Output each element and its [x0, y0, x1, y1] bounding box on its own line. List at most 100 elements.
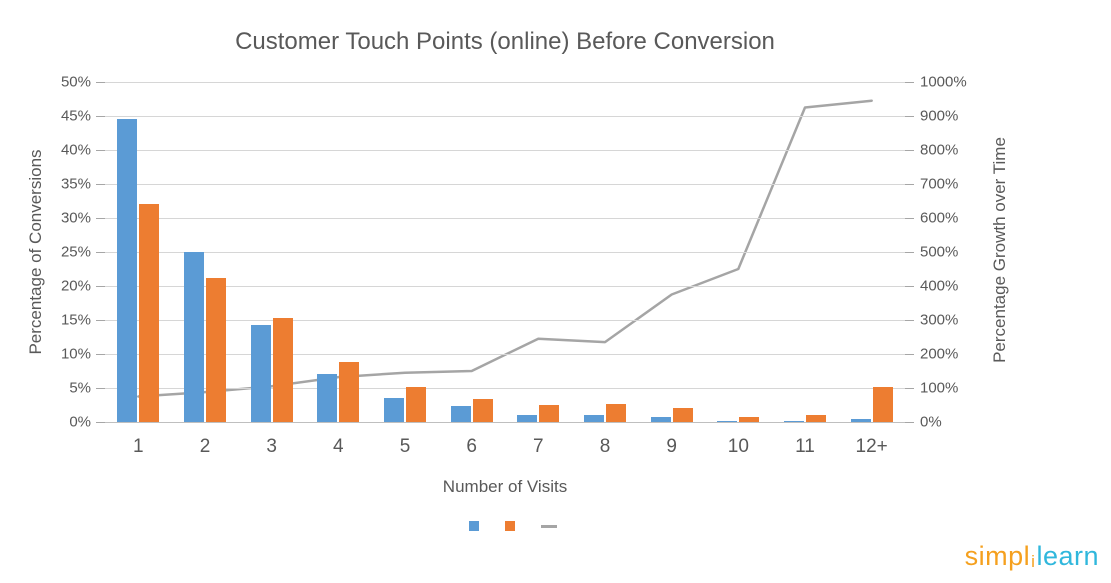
x-axis-category-label: 5 — [399, 436, 411, 457]
right-axis-tick — [905, 184, 914, 185]
gridline — [105, 320, 905, 321]
right-axis-tick-label: 800% — [920, 141, 959, 159]
plot-area — [105, 82, 905, 423]
legend-blue-series-marker — [469, 521, 479, 531]
right-axis-tick-label: 200% — [920, 345, 959, 363]
logo-text-simpl: simpl — [964, 541, 1031, 571]
x-axis-category-label: 6 — [466, 436, 477, 457]
right-axis-tick — [905, 286, 914, 287]
legend-line-series-marker — [541, 524, 557, 528]
gridline — [105, 150, 905, 151]
left-axis-title: Percentage of Conversions — [26, 149, 45, 355]
left-axis-tick — [96, 184, 105, 185]
x-axis-category-label: 2 — [199, 436, 211, 457]
right-axis-tick — [905, 320, 914, 321]
left-axis-tick-label: 25% — [60, 243, 91, 261]
left-axis-tick — [96, 116, 105, 117]
x-axis-category-label: 3 — [266, 436, 277, 457]
right-axis-tick-label: 900% — [920, 107, 959, 125]
conversions-orange-bars-bar — [672, 407, 693, 422]
x-axis-title: Number of Visits — [442, 477, 568, 496]
conversions-orange-bars-bar — [739, 417, 760, 422]
gridline — [105, 82, 905, 83]
left-axis-tick-label: 5% — [69, 379, 91, 397]
logo-text-i: i — [1031, 552, 1036, 571]
gridline — [105, 422, 905, 423]
x-axis-category-label: 11 — [795, 436, 815, 457]
right-axis-tick — [905, 354, 914, 355]
logo-text-learn: learn — [1036, 541, 1099, 571]
conversions-blue-bars-bar — [717, 421, 738, 422]
conversions-blue-bars-bar — [650, 417, 671, 422]
right-axis-tick-label: 1000% — [920, 73, 967, 91]
conversions-blue-bars-bar — [850, 418, 871, 422]
conversions-orange-bars-bar — [272, 317, 293, 422]
gridline — [105, 116, 905, 117]
gridline — [105, 354, 905, 355]
right-axis-tick — [905, 252, 914, 253]
legend-orange-series-marker — [505, 521, 515, 531]
conversions-orange-bars-bar — [806, 415, 826, 422]
right-axis-tick — [905, 116, 914, 117]
left-axis-tick — [96, 422, 105, 423]
gridline — [105, 184, 905, 185]
x-axis-category-label: 8 — [599, 436, 611, 457]
x-axis-category-label: 9 — [666, 436, 677, 457]
right-axis-tick — [905, 388, 914, 389]
gridline — [105, 388, 905, 389]
conversions-blue-bars-bar — [117, 119, 138, 422]
gridline — [105, 286, 905, 287]
right-axis-tick-label: 300% — [920, 311, 959, 329]
conversions-orange-bars-bar — [339, 362, 360, 422]
conversions-blue-bars-bar — [517, 414, 538, 422]
right-axis-tick-label: 500% — [920, 243, 959, 261]
conversions-blue-bars-bar — [584, 414, 604, 422]
right-axis-tick-label: 0% — [920, 413, 942, 431]
right-axis-tick-label: 600% — [920, 209, 959, 227]
growth-line — [137, 99, 873, 398]
left-axis-tick-label: 50% — [60, 73, 91, 91]
conversions-blue-bars-bar — [184, 252, 204, 422]
left-axis-tick — [96, 252, 105, 253]
conversions-orange-bars-bar — [206, 277, 226, 422]
left-axis-tick-label: 35% — [60, 175, 91, 193]
chart-title: Customer Touch Points (online) Before Co… — [235, 28, 775, 55]
chart-legend — [469, 521, 557, 531]
left-axis-tick — [96, 354, 105, 355]
left-axis-tick — [96, 286, 105, 287]
left-axis-tick-label: 15% — [60, 311, 91, 329]
gridline — [105, 252, 905, 253]
left-axis-tick-label: 45% — [60, 107, 91, 125]
right-axis-title: Percentage Growth over Time — [990, 137, 1009, 363]
left-axis-tick — [96, 388, 105, 389]
left-axis-tick-label: 10% — [60, 345, 91, 363]
left-axis-tick-label: 20% — [60, 277, 91, 295]
left-axis-tick-label: 0% — [69, 413, 91, 431]
left-axis-tick — [96, 320, 105, 321]
right-axis-tick — [905, 82, 914, 83]
conversions-blue-bars-bar — [784, 421, 804, 422]
right-axis-tick — [905, 422, 914, 423]
left-axis-tick-label: 30% — [60, 209, 91, 227]
x-axis-category-label: 4 — [333, 436, 344, 457]
left-axis-tick-label: 40% — [60, 141, 91, 159]
conversions-orange-bars-bar — [472, 398, 493, 422]
conversions-orange-bars-bar — [406, 387, 426, 422]
left-axis-tick — [96, 218, 105, 219]
conversions-blue-bars-bar — [317, 373, 338, 422]
right-axis-tick-label: 700% — [920, 175, 959, 193]
left-axis-tick — [96, 82, 105, 83]
right-axis-tick-label: 100% — [920, 379, 959, 397]
simplilearn-logo: simplilearn — [965, 541, 1099, 572]
conversions-blue-bars-bar — [250, 324, 271, 422]
left-axis-tick — [96, 150, 105, 151]
conversions-blue-bars-bar — [450, 406, 471, 422]
right-axis-tick-label: 400% — [920, 277, 959, 295]
right-axis-tick — [905, 150, 914, 151]
conversions-orange-bars-bar — [139, 204, 160, 422]
gridline — [105, 218, 905, 219]
conversions-orange-bars-bar — [872, 386, 893, 422]
x-axis-category-label: 10 — [727, 436, 749, 457]
x-axis-category-label: 12+ — [855, 436, 888, 457]
